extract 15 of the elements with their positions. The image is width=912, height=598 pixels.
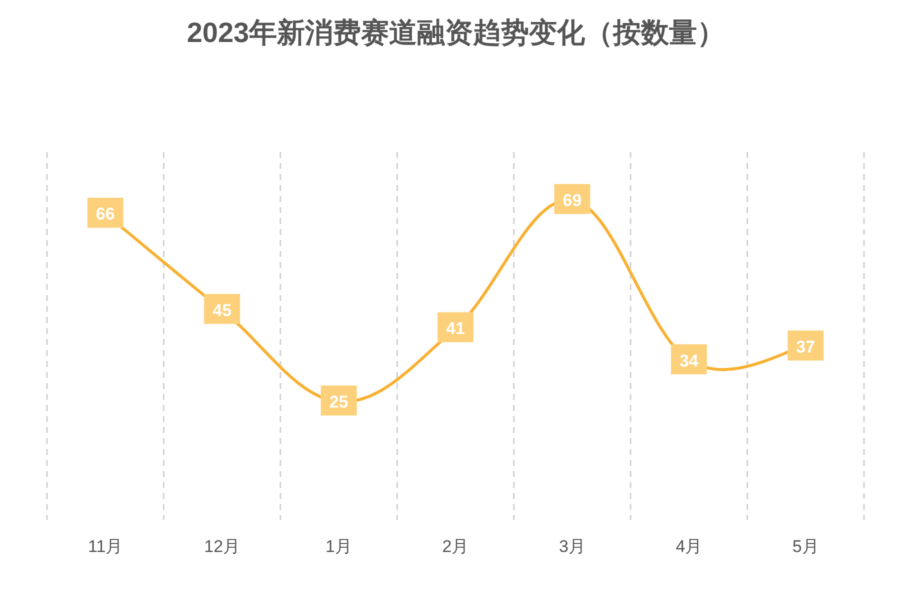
x-tick-label: 5月 <box>792 537 819 556</box>
data-label: 45 <box>212 300 232 320</box>
x-tick-label: 3月 <box>558 537 586 556</box>
x-tick-label: 1月 <box>326 537 352 556</box>
data-label: 66 <box>96 204 115 224</box>
data-label: 41 <box>446 319 465 338</box>
data-label: 34 <box>679 351 699 370</box>
x-tick-label: 12月 <box>204 537 240 556</box>
data-label: 69 <box>562 191 582 210</box>
x-tick-label: 11月 <box>88 537 123 556</box>
data-label: 37 <box>796 338 816 357</box>
data-label: 25 <box>329 392 348 412</box>
chart-title: 2023年新消费赛道融资趋势变化（按数量） <box>186 17 726 48</box>
x-tick-label: 2月 <box>442 537 469 556</box>
x-tick-label: 4月 <box>676 537 702 556</box>
